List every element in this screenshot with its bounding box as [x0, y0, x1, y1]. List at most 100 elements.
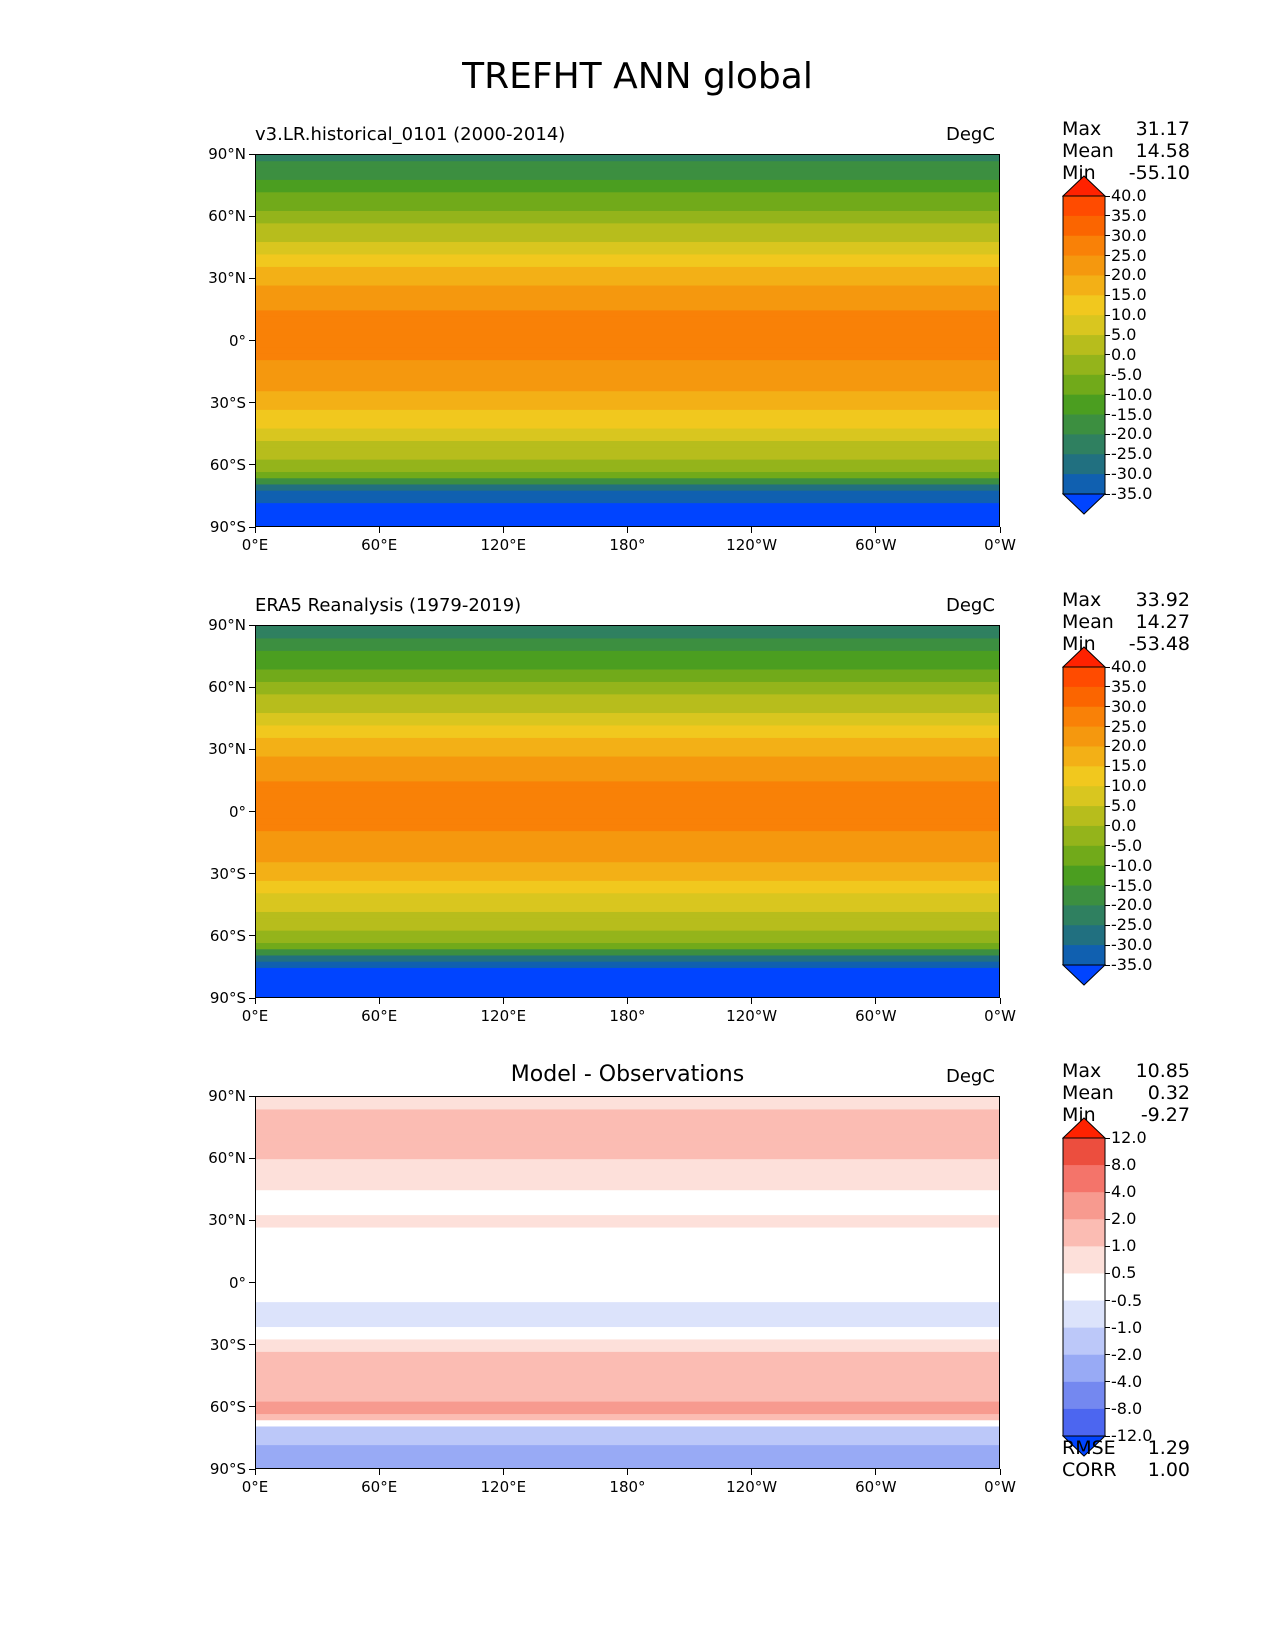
stat-row-max: Max 10.85 [1062, 1060, 1190, 1082]
zonal-band [256, 924, 999, 932]
y-tick-label: 0° [228, 331, 246, 350]
colorbar-tick-mark [1105, 414, 1110, 416]
x-tick-mark [875, 527, 877, 533]
colorbar-extend-bottom [1062, 964, 1106, 986]
zonal-band [256, 316, 999, 324]
x-tick-mark [378, 1469, 380, 1475]
zonal-band [256, 440, 999, 448]
zonal-band [256, 1202, 999, 1210]
metric-row-rmse: RMSE 1.29 [1062, 1437, 1190, 1459]
zonal-band [256, 266, 999, 274]
colorbar-tick-mark [1105, 845, 1110, 847]
y-tick-label: 60°S [209, 455, 246, 474]
stat-value: 14.27 [1135, 611, 1190, 633]
zonal-band [256, 713, 999, 720]
colorbar-box [1063, 786, 1105, 807]
y-tick-mark [249, 935, 255, 937]
colorbar-tick-label: -2.0 [1111, 1344, 1143, 1364]
colorbar-box [1063, 667, 1105, 688]
zonal-band [256, 831, 999, 838]
colorbar-tick-mark [1105, 765, 1110, 767]
zonal-band [256, 447, 999, 454]
zonal-band [256, 235, 999, 243]
x-tick-mark [378, 998, 380, 1004]
zonal-band [256, 273, 999, 280]
colorbar-tick-mark [1105, 433, 1110, 435]
zonal-band [256, 428, 999, 436]
stats-box: Max 31.17 Mean 14.58 Min -55.10 [1062, 118, 1190, 184]
zonal-band [256, 1358, 999, 1365]
zonal-band [256, 650, 999, 658]
metric-value: 1.00 [1147, 1459, 1190, 1481]
zonal-band [256, 509, 999, 517]
x-tick-label: 120°W [726, 1478, 778, 1496]
colorbar-tick-mark [1105, 1354, 1110, 1356]
colorbar-tick-label: 35.0 [1111, 676, 1147, 696]
colorbar-tick-label: 20.0 [1111, 265, 1147, 285]
colorbar-box [1063, 196, 1105, 217]
zonal-band [256, 465, 999, 473]
stat-name: Max [1062, 1060, 1102, 1082]
colorbar-box [1063, 945, 1105, 966]
y-tick-mark [249, 748, 255, 750]
zonal-band [256, 856, 999, 863]
zonal-band [256, 1196, 999, 1204]
colorbar-tick-label: 1.0 [1111, 1236, 1137, 1256]
zonal-band [256, 416, 999, 423]
x-tick-label: 60°E [361, 1007, 398, 1025]
zonal-band [256, 868, 999, 876]
x-tick-mark [254, 527, 256, 533]
zonal-band [256, 1208, 999, 1216]
zonal-band [256, 496, 999, 504]
colorbar-outline [1062, 1137, 1106, 1437]
zonal-band [256, 490, 999, 498]
colorbar-tick-mark [1105, 1164, 1110, 1166]
colorbar-tick-mark [1105, 706, 1110, 708]
zonal-band [256, 1140, 999, 1148]
y-tick-label: 30°S [209, 1335, 246, 1354]
map-plot [255, 154, 1000, 527]
zonal-band [256, 669, 999, 677]
zonal-band [256, 862, 999, 870]
colorbar-box [1063, 845, 1105, 867]
zonal-band [256, 279, 999, 287]
x-tick-label: 60°W [855, 536, 897, 554]
zonal-band [256, 725, 999, 733]
zonal-band [256, 1295, 999, 1303]
zonal-band [256, 936, 999, 944]
colorbar-tick-label: -20.0 [1111, 424, 1153, 444]
colorbar-tick-mark [1105, 294, 1110, 296]
colorbar-tick-mark [1105, 354, 1110, 356]
zonal-band [256, 1339, 999, 1347]
zonal-band [256, 173, 999, 181]
colorbar-tick-mark [1105, 1327, 1110, 1329]
zonal-band [256, 1221, 999, 1229]
stat-row-mean: Mean 14.27 [1062, 611, 1190, 633]
colorbar-tick-mark [1105, 274, 1110, 276]
zonal-band [256, 1121, 999, 1129]
colorbar-tick-label: 0.5 [1111, 1263, 1137, 1283]
zonal-band [256, 341, 999, 349]
zonal-band [256, 372, 999, 380]
x-tick-label: 180° [609, 1478, 646, 1496]
x-tick-label: 0°E [241, 536, 269, 554]
zonal-band [256, 1395, 999, 1403]
colorbar-tick-mark [1105, 493, 1110, 495]
colorbar-tick-label: -1.0 [1111, 1317, 1143, 1337]
y-tick-mark [249, 340, 255, 341]
colorbar-tick-label: -4.0 [1111, 1371, 1143, 1391]
y-tick-label: 30°N [208, 269, 246, 288]
colorbar-tick-mark [1105, 885, 1110, 887]
zonal-band [256, 155, 999, 162]
colorbar-box [1063, 275, 1105, 296]
zonal-band [256, 242, 999, 249]
x-tick-mark [502, 1469, 504, 1475]
zonal-band [256, 192, 999, 200]
zonal-band [256, 329, 999, 336]
zonal-band [256, 472, 999, 479]
zonal-band [256, 775, 999, 783]
stat-name: Mean [1062, 1082, 1114, 1104]
colorbar-tick-label: -30.0 [1111, 464, 1153, 484]
zonal-band [256, 515, 999, 523]
colorbar [1062, 1117, 1106, 1457]
